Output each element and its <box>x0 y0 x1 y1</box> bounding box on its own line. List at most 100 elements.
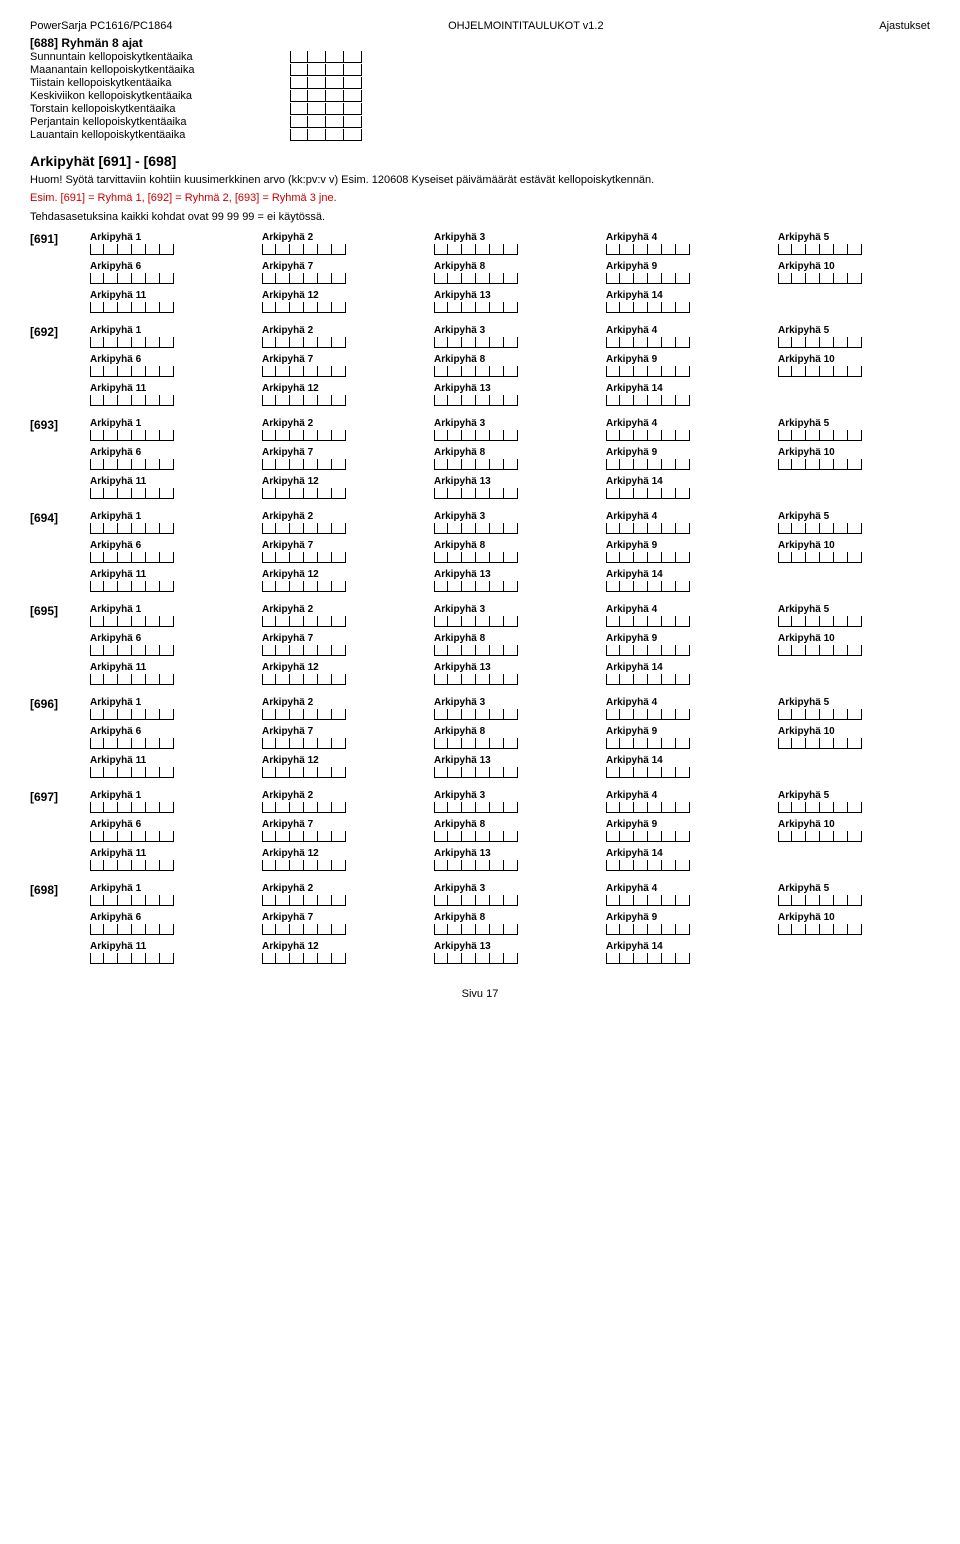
input-cells <box>778 337 862 348</box>
input-cells <box>90 337 174 348</box>
arkipyha-label: Arkipyhä 3 <box>434 232 586 243</box>
input-cells <box>90 273 174 284</box>
group-label-row: Arkipyhä 6Arkipyhä 7Arkipyhä 8Arkipyhä 9… <box>30 819 930 846</box>
day-label: Torstain kellopoiskytkentäaika <box>30 103 290 115</box>
input-cells <box>606 523 690 534</box>
arkipyha-label: Arkipyhä 12 <box>262 383 414 394</box>
input-cells <box>262 802 346 813</box>
arkipyha-label: Arkipyhä 8 <box>434 540 586 551</box>
group-code: [694] <box>30 511 90 525</box>
arkipyha-label: Arkipyhä 14 <box>606 755 758 766</box>
arkipyha-label: Arkipyhä 8 <box>434 261 586 272</box>
input-cells <box>434 523 518 534</box>
input-cells <box>90 674 174 685</box>
input-cells <box>262 488 346 499</box>
input-cells <box>434 366 518 377</box>
arkipyha-label: Arkipyhä 10 <box>778 819 930 830</box>
arkipyha-label: Arkipyhä 13 <box>434 476 586 487</box>
arkipyha-label: Arkipyhä 3 <box>434 325 586 336</box>
arkipyha-label: Arkipyhä 12 <box>262 569 414 580</box>
input-cells <box>434 581 518 592</box>
input-cells <box>90 924 174 935</box>
group-label-row: [696]Arkipyhä 1Arkipyhä 2Arkipyhä 3Arkip… <box>30 697 930 724</box>
input-cells <box>262 459 346 470</box>
day-label: Sunnuntain kellopoiskytkentäaika <box>30 51 290 63</box>
arkipyha-label: Arkipyhä 7 <box>262 261 414 272</box>
input-cells <box>90 802 174 813</box>
arkipyha-label: Arkipyhä 11 <box>90 569 242 580</box>
input-cells <box>778 802 862 813</box>
arkipyha-label: Arkipyhä 4 <box>606 697 758 708</box>
input-cells <box>262 302 346 313</box>
input-cells <box>262 552 346 563</box>
input-cells <box>290 116 362 128</box>
arkipyha-label: Arkipyhä 6 <box>90 447 242 458</box>
arkipyha-label: Arkipyhä 13 <box>434 569 586 580</box>
input-cells <box>90 860 174 871</box>
group-code: [698] <box>30 883 90 897</box>
arkipyha-label: Arkipyhä 5 <box>778 790 930 801</box>
arkipyha-label: Arkipyhä 13 <box>434 941 586 952</box>
group-label-row: Arkipyhä 11Arkipyhä 12Arkipyhä 13Arkipyh… <box>30 383 930 410</box>
input-cells <box>606 738 690 749</box>
arkipyha-label: Arkipyhä 7 <box>262 354 414 365</box>
input-cells <box>262 366 346 377</box>
arkipyha-label: Arkipyhä 11 <box>90 755 242 766</box>
input-cells <box>90 616 174 627</box>
arkipyha-label: Arkipyhä 2 <box>262 604 414 615</box>
input-cells <box>290 51 362 63</box>
input-cells <box>290 103 362 115</box>
group-label-row: Arkipyhä 11Arkipyhä 12Arkipyhä 13Arkipyh… <box>30 941 930 968</box>
input-cells <box>778 738 862 749</box>
arkipyha-label: Arkipyhä 9 <box>606 261 758 272</box>
arkipyha-label: Arkipyhä 4 <box>606 418 758 429</box>
group-label-row: [694]Arkipyhä 1Arkipyhä 2Arkipyhä 3Arkip… <box>30 511 930 538</box>
arkipyha-label: Arkipyhä 10 <box>778 354 930 365</box>
input-cells <box>262 337 346 348</box>
arkipyha-label: Arkipyhä 14 <box>606 476 758 487</box>
arkipyha-label: Arkipyhä 14 <box>606 290 758 301</box>
day-label: Tiistain kellopoiskytkentäaika <box>30 77 290 89</box>
input-cells <box>90 459 174 470</box>
header-center: OHJELMOINTITAULUKOT v1.2 <box>448 20 603 32</box>
input-cells <box>90 581 174 592</box>
arkipyha-label: Arkipyhä 9 <box>606 540 758 551</box>
input-cells <box>606 459 690 470</box>
input-cells <box>778 924 862 935</box>
arkipyha-label: Arkipyhä 1 <box>90 232 242 243</box>
group-label-row: Arkipyhä 11Arkipyhä 12Arkipyhä 13Arkipyh… <box>30 476 930 503</box>
input-cells <box>778 523 862 534</box>
arkipyha-label: Arkipyhä 5 <box>778 697 930 708</box>
input-cells <box>606 895 690 906</box>
day-row: Maanantain kellopoiskytkentäaika <box>30 64 930 76</box>
arkipyha-label: Arkipyhä 14 <box>606 383 758 394</box>
arkipyha-label: Arkipyhä 4 <box>606 883 758 894</box>
input-cells <box>606 674 690 685</box>
input-cells <box>290 77 362 89</box>
input-cells <box>434 895 518 906</box>
input-cells <box>90 395 174 406</box>
input-cells <box>90 244 174 255</box>
group-label-row: Arkipyhä 6Arkipyhä 7Arkipyhä 8Arkipyhä 9… <box>30 726 930 753</box>
group-code: [692] <box>30 325 90 339</box>
arkipyha-label: Arkipyhä 6 <box>90 726 242 737</box>
input-cells <box>90 738 174 749</box>
arkipyha-label: Arkipyhä 9 <box>606 726 758 737</box>
arkipyha-label: Arkipyhä 5 <box>778 418 930 429</box>
input-cells <box>90 645 174 656</box>
arkipyha-group: [694]Arkipyhä 1Arkipyhä 2Arkipyhä 3Arkip… <box>30 511 930 596</box>
input-cells <box>606 302 690 313</box>
input-cells <box>434 337 518 348</box>
input-cells <box>262 581 346 592</box>
input-cells <box>606 244 690 255</box>
arkipyha-label: Arkipyhä 6 <box>90 819 242 830</box>
group-code: [697] <box>30 790 90 804</box>
day-row: Perjantain kellopoiskytkentäaika <box>30 116 930 128</box>
input-cells <box>434 767 518 778</box>
arkipyha-label: Arkipyhä 7 <box>262 726 414 737</box>
arkipyha-group: [693]Arkipyhä 1Arkipyhä 2Arkipyhä 3Arkip… <box>30 418 930 503</box>
arkipyha-group: [696]Arkipyhä 1Arkipyhä 2Arkipyhä 3Arkip… <box>30 697 930 782</box>
input-cells <box>290 64 362 76</box>
group-code: [696] <box>30 697 90 711</box>
arkipyha-label: Arkipyhä 6 <box>90 540 242 551</box>
